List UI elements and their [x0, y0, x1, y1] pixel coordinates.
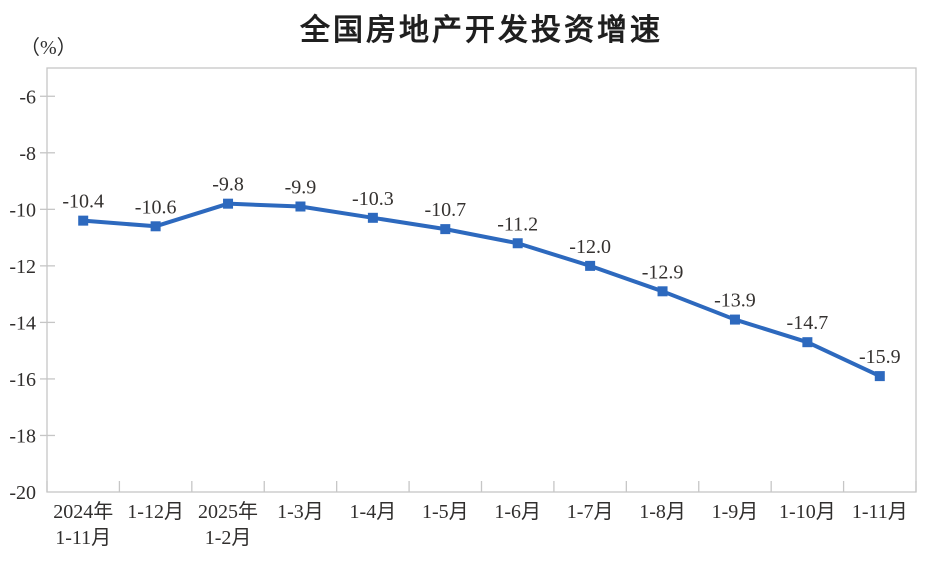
data-point-label: -9.8 [212, 174, 244, 196]
y-axis-tick-label: -14 [9, 312, 36, 334]
data-point-marker [585, 260, 596, 271]
y-axis-tick-label: -8 [19, 143, 36, 165]
data-point-marker [657, 286, 668, 297]
data-point-marker [512, 238, 523, 249]
y-axis-tick-label: -16 [9, 369, 36, 391]
data-point-label: -10.6 [135, 196, 177, 218]
x-axis-tick-label: 1-6月 [494, 501, 541, 523]
plot-border [46, 67, 917, 493]
data-point-marker [223, 198, 234, 209]
data-point-marker [802, 337, 813, 348]
data-point-marker [729, 314, 740, 325]
y-axis-tick-label: -10 [9, 199, 36, 221]
x-axis-tick-label: 1-11月 [852, 501, 908, 523]
data-point-marker [367, 212, 378, 223]
x-axis-tick-label: 1-3月 [277, 501, 324, 523]
data-point-marker [150, 221, 161, 232]
x-axis-tick-label: 1-5月 [422, 501, 469, 523]
y-axis-tick-label: -6 [19, 86, 36, 108]
data-point-label: -12.0 [569, 236, 611, 258]
y-axis-tick-label: -20 [9, 482, 36, 504]
y-axis-tick-label: -12 [9, 256, 36, 278]
x-axis-tick-label: 1-7月 [567, 501, 614, 523]
data-point-marker [874, 371, 885, 382]
data-point-label: -9.9 [285, 177, 317, 199]
data-point-marker [78, 215, 89, 226]
data-point-label: -12.9 [642, 261, 684, 283]
data-point-label: -15.9 [859, 346, 901, 368]
series-line [81, 201, 882, 379]
data-point-label: -14.7 [787, 312, 829, 334]
data-point-label: -13.9 [714, 290, 756, 312]
y-axis-tick-label: -18 [9, 425, 36, 447]
y-axis-unit-label: （%） [20, 37, 77, 59]
x-axis-tick-label: 1-10月 [779, 501, 836, 523]
x-axis-tick-label: 1-9月 [712, 501, 759, 523]
data-point-label: -10.4 [62, 191, 104, 213]
data-point-label: -10.7 [424, 199, 466, 221]
x-axis-tick-label: 2024年 1-11月 [53, 500, 113, 549]
chart-title: 全国房地产开发投资增速 [300, 13, 663, 48]
data-point-marker [440, 224, 451, 235]
x-axis-tick-label: 1-4月 [350, 501, 397, 523]
x-axis-tick-label: 2025年 1-2月 [198, 500, 258, 549]
data-point-label: -10.3 [352, 188, 394, 210]
x-axis-tick-label: 1-12月 [127, 501, 184, 523]
data-point-label: -11.2 [497, 213, 538, 235]
x-axis-tick-label: 1-8月 [639, 501, 686, 523]
data-point-marker [295, 201, 306, 212]
